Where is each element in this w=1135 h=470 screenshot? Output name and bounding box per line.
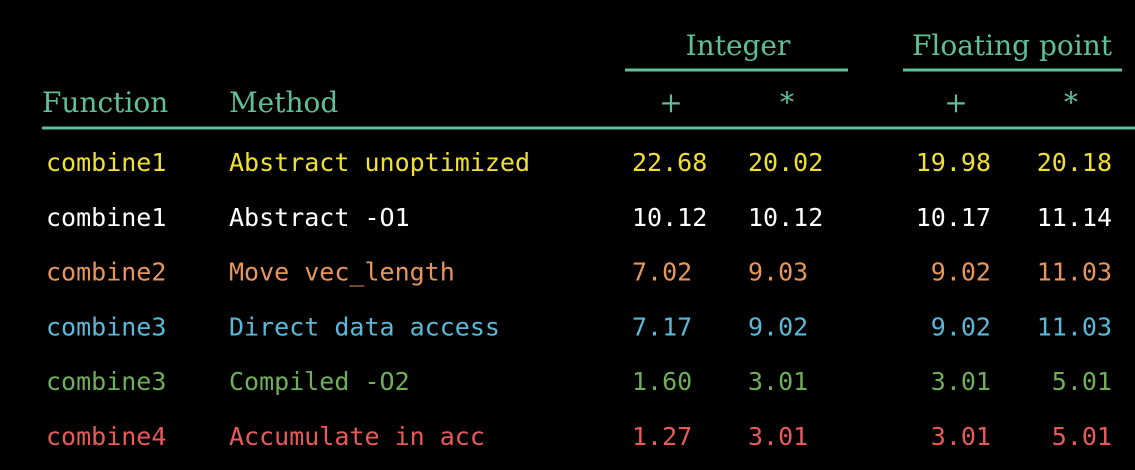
cell-function: combine2 xyxy=(46,258,166,287)
cell-int-add: 22.68 xyxy=(632,148,707,177)
column-header-method: Method xyxy=(229,86,338,119)
cell-int-mul: 20.02 xyxy=(748,148,823,177)
column-header-int-add: + xyxy=(659,86,682,119)
cell-fp-mul: 5.01 xyxy=(1052,367,1112,396)
column-header-function: Function xyxy=(42,86,168,119)
table-row: combine4 Accumulate in acc 1.27 3.01 3.01 5.0… xyxy=(46,422,1112,451)
column-header-int-mul: * xyxy=(780,86,794,119)
cell-int-mul: 3.01 xyxy=(748,367,808,396)
cell-method: Accumulate in acc xyxy=(229,422,485,451)
cell-int-add: 10.12 xyxy=(632,203,707,232)
column-header-fp-add: + xyxy=(944,86,967,119)
cell-int-mul: 3.01 xyxy=(748,422,808,451)
cell-fp-mul: 11.14 xyxy=(1037,203,1112,232)
table-row: combine3 Compiled -O2 1.60 3.01 3.01 5.01 xyxy=(46,367,1112,396)
group-header-floating-point: Floating point xyxy=(912,29,1113,62)
cell-fp-add: 10.17 xyxy=(916,203,991,232)
cell-int-add: 1.27 xyxy=(632,422,692,451)
group-header-integer: Integer xyxy=(686,29,791,62)
cell-method: Direct data access xyxy=(229,312,500,341)
cell-int-mul: 9.02 xyxy=(748,312,808,341)
cell-fp-add: 19.98 xyxy=(916,148,991,177)
cell-function: combine3 xyxy=(46,312,166,341)
table-row: combine3 Direct data access 7.17 9.02 9.02 11… xyxy=(46,312,1112,341)
cell-function: combine3 xyxy=(46,367,166,396)
table-row: combine1 Abstract unoptimized 22.68 20.02 19… xyxy=(46,148,1112,177)
cell-fp-mul: 20.18 xyxy=(1037,148,1112,177)
cell-function: combine1 xyxy=(46,148,166,177)
cell-int-add: 1.60 xyxy=(632,367,692,396)
cell-method: Abstract -O1 xyxy=(229,203,410,232)
cell-int-mul: 10.12 xyxy=(748,203,823,232)
cell-fp-mul: 5.01 xyxy=(1052,422,1112,451)
cell-int-add: 7.17 xyxy=(632,312,692,341)
table-row: combine2 Move vec_length 7.02 9.03 9.02 11.03 xyxy=(46,258,1112,287)
cell-fp-add: 3.01 xyxy=(931,367,991,396)
column-header-fp-mul: * xyxy=(1064,86,1078,119)
cell-function: combine4 xyxy=(46,422,166,451)
cell-method: Compiled -O2 xyxy=(229,367,410,396)
cell-function: combine1 xyxy=(46,203,166,232)
cell-fp-add: 3.01 xyxy=(931,422,991,451)
cell-fp-mul: 11.03 xyxy=(1037,312,1112,341)
cell-method: Abstract unoptimized xyxy=(229,148,530,177)
cell-fp-add: 9.02 xyxy=(931,258,991,287)
cell-fp-mul: 11.03 xyxy=(1037,258,1112,287)
cell-fp-add: 9.02 xyxy=(931,312,991,341)
cell-int-add: 7.02 xyxy=(632,258,692,287)
cell-method: Move vec_length xyxy=(229,258,455,287)
table-body: combine1 Abstract unoptimized 22.68 20.02 19… xyxy=(46,148,1112,451)
table-row: combine1 Abstract -O1 10.12 10.12 10.17 11.14 xyxy=(46,203,1112,232)
cell-int-mul: 9.03 xyxy=(748,258,808,287)
